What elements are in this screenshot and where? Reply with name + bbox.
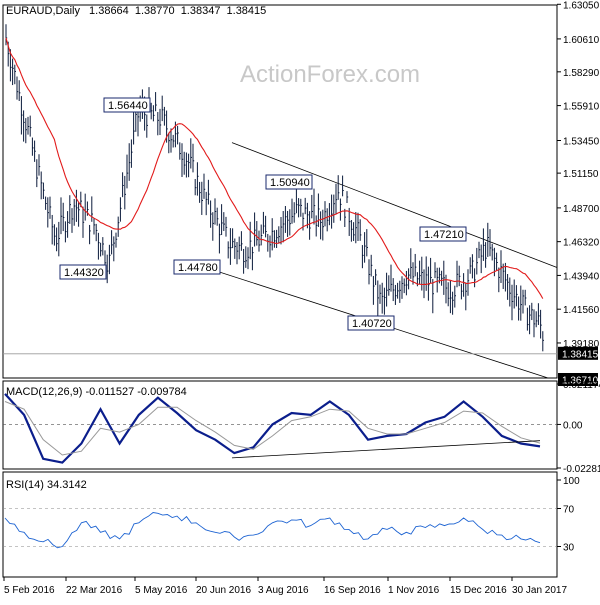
macd-line	[4, 393, 541, 464]
header-close: 1.38415	[227, 5, 267, 17]
price-annotation: 1.47210	[419, 226, 467, 242]
price-y-tick-label: 1.48700	[563, 204, 600, 215]
header-high: 1.38770	[135, 5, 175, 17]
macd-label: MACD(12,26,9) -0.011527 -0.009784	[6, 386, 187, 398]
moving-average-line	[5, 37, 544, 299]
macd-trend-line	[231, 440, 541, 459]
current-price-tag-label: 1.38415	[562, 349, 599, 360]
price-annotation: 1.50940	[265, 174, 313, 190]
low-price-tag: 1.36710	[558, 373, 599, 387]
annotation-label: 1.47210	[424, 229, 464, 241]
x-tick-label: 20 Jun 2016	[196, 585, 251, 596]
price-annotation: 1.40720	[347, 315, 395, 331]
annotation-label: 1.50940	[270, 177, 310, 189]
current-price-tag: 1.38415	[558, 346, 599, 360]
rsi-y-tick-label: 70	[563, 505, 575, 516]
annotation-label: 1.44320	[64, 267, 104, 279]
x-tick-label: 1 Nov 2016	[388, 585, 440, 596]
annotation-box	[173, 259, 221, 275]
x-tick-label: 5 May 2016	[135, 585, 188, 596]
price-y-tick-label: 1.53450	[563, 136, 600, 147]
macd-y-tick-label: 0.021174	[563, 380, 600, 391]
annotation-label: 1.56440	[108, 100, 148, 112]
x-tick-label: 30 Jan 2017	[512, 585, 567, 596]
watermark-text: ActionForex.com	[240, 61, 420, 88]
price-y-tick-label: 1.43940	[563, 271, 600, 282]
x-tick-label: 15 Dec 2016	[450, 585, 507, 596]
channel-upper-line	[231, 142, 558, 268]
price-y-tick-label: 1.51150	[563, 169, 599, 180]
x-tick-label: 5 Feb 2016	[4, 585, 55, 596]
price-y-tick-label: 1.46320	[563, 238, 600, 249]
price-annotation: 1.56440	[103, 97, 151, 113]
rsi-line	[4, 512, 541, 549]
annotation-label: 1.40720	[352, 318, 392, 330]
x-tick-label: 22 Mar 2016	[66, 585, 123, 596]
rsi-label: RSI(14) 34.3142	[6, 479, 87, 491]
rsi-y-tick-label: 30	[563, 543, 575, 554]
rsi-layer: 100 70 30	[3, 476, 580, 554]
price-y-tick-label: 1.55910	[563, 102, 600, 113]
low-price-tag-label: 1.36710	[562, 376, 599, 387]
x-tick-label: 3 Aug 2016	[258, 585, 309, 596]
current-price-tag-box	[558, 346, 598, 360]
macd-y-tick-label: -0.022814	[563, 464, 600, 475]
macd-signal-line	[4, 401, 541, 456]
price-series-layer	[3, 24, 557, 379]
symbol-label: EURAUD	[6, 5, 53, 17]
macd-y-tick-label: 0.00	[563, 420, 583, 431]
price-y-tick-label: 1.39180	[563, 339, 600, 350]
price-y-tick-label: 1.41560	[563, 305, 600, 316]
annotation-box	[59, 264, 107, 280]
macd-panel-frame	[2, 380, 558, 470]
price-y-tick-label: 1.58290	[563, 68, 600, 79]
macd-layer: 0.021174 0.00 -0.022814	[3, 380, 600, 475]
price-y-axis: 1.63050 1.60610 1.58290 1.55910 1.53450 1.511…	[557, 0, 600, 350]
chart-header: EURAUD,Daily 1.38664 1.38770 1.38347 1.3…	[6, 5, 266, 17]
annotation-box	[265, 174, 313, 190]
timeframe-label: Daily	[56, 5, 81, 17]
header-open: 1.38664	[89, 5, 129, 17]
price-tags: 1.38415 1.36710	[558, 346, 599, 387]
price-y-tick-label: 1.60610	[563, 35, 600, 46]
annotation-box	[419, 226, 467, 242]
header-low: 1.38347	[181, 5, 221, 17]
price-annotation: 1.44320	[59, 264, 107, 280]
rsi-panel-frame	[2, 471, 558, 578]
low-price-tag-box	[558, 373, 598, 386]
rsi-y-tick-label: 100	[563, 476, 580, 487]
x-tick-label: 16 Sep 2016	[324, 585, 381, 596]
annotation-box	[103, 97, 151, 113]
price-annotations: 1.56440 1.44320 1.44780 1.50940 1.40720 1.472…	[59, 97, 467, 331]
price-annotation: 1.44780	[173, 259, 221, 275]
price-y-tick-label: 1.63050	[563, 0, 600, 11]
annotation-box	[347, 315, 395, 331]
annotation-label: 1.44780	[178, 262, 218, 274]
x-axis: 5 Feb 2016 22 Mar 2016 5 May 2016 20 Jun 20…	[3, 577, 567, 596]
